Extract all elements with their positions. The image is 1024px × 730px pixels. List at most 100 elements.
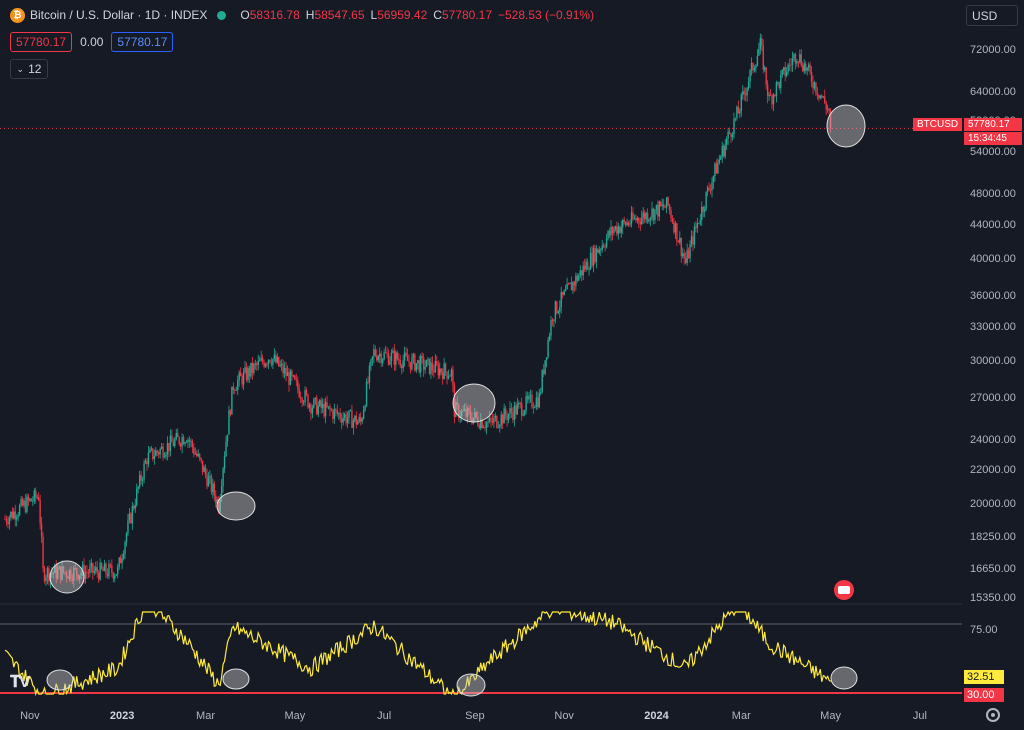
candle-body <box>155 450 157 457</box>
indicators-toggle[interactable]: ⌄ 12 <box>10 59 48 79</box>
candle-body <box>744 93 747 96</box>
candle-body <box>562 292 564 296</box>
sell-price-button[interactable]: 57780.17 <box>10 32 73 52</box>
candle-body <box>32 500 34 502</box>
candle-body <box>458 404 460 419</box>
candle-body <box>431 362 434 371</box>
candle-body <box>671 218 674 223</box>
candle-body <box>250 362 252 377</box>
candle-body <box>531 394 533 408</box>
indicator-count: 12 <box>28 62 42 76</box>
candle-body <box>812 82 814 89</box>
candle-body <box>452 369 454 386</box>
candle-body <box>649 217 652 220</box>
candle-body <box>174 439 176 447</box>
candle-body <box>338 413 340 415</box>
candle-body <box>714 163 716 176</box>
candle-body <box>679 237 681 243</box>
candle-body <box>788 64 791 66</box>
candle-body <box>733 118 735 135</box>
candle-body <box>623 220 625 222</box>
candle-body <box>720 156 722 160</box>
candle-body <box>320 400 322 408</box>
candle-body <box>297 380 299 389</box>
candle-body <box>627 222 630 225</box>
price-axis-tick: 36000.00 <box>970 290 1016 303</box>
candle-body <box>108 564 110 577</box>
candle-body <box>383 352 385 360</box>
candle-body <box>81 564 84 573</box>
candle-body <box>134 505 136 509</box>
candle-body <box>269 359 271 362</box>
candle-body <box>484 426 486 428</box>
candle-body <box>796 61 798 64</box>
time-axis-tick: Mar <box>731 710 751 722</box>
candle-body <box>771 95 773 105</box>
candle-body <box>400 365 403 369</box>
candle-body <box>386 352 388 354</box>
candle-body <box>238 372 240 381</box>
time-axis-tick: May <box>820 710 841 722</box>
candle-body <box>292 375 295 377</box>
candle-body <box>513 405 516 421</box>
candle-body <box>790 64 792 66</box>
candle-body <box>542 370 545 374</box>
candle-body <box>241 376 243 385</box>
gear-icon[interactable] <box>986 708 1000 722</box>
candle-body <box>245 367 248 381</box>
candle-body <box>608 230 611 236</box>
candle-body <box>242 372 245 385</box>
candle-body <box>731 134 734 137</box>
candle-body <box>282 364 284 374</box>
candle-body <box>298 388 300 398</box>
candle-body <box>257 360 259 366</box>
candle-body <box>482 426 485 428</box>
price-axis-tick: 16650.00 <box>970 563 1016 576</box>
time-axis-tick: 2024 <box>644 710 669 722</box>
candle-body <box>648 219 650 222</box>
candle-body <box>783 67 785 71</box>
candle-body <box>70 569 72 579</box>
candle-body <box>554 301 557 320</box>
candle-body <box>434 360 437 373</box>
candle-body <box>305 390 308 395</box>
candle-body <box>137 486 139 489</box>
candle-body <box>140 474 142 481</box>
candle-body <box>469 411 472 419</box>
candle-body <box>13 511 15 519</box>
symbol-legend[interactable]: ₿ Bitcoin / U.S. Dollar · 1D · INDEX O58… <box>10 6 594 24</box>
candle-body <box>231 386 233 415</box>
candle-body <box>715 163 718 174</box>
candle-body <box>39 500 41 524</box>
candle-body <box>357 421 359 425</box>
buy-price-button[interactable]: 57780.17 <box>111 32 174 52</box>
chevron-down-icon: ⌄ <box>16 63 25 74</box>
candle-body <box>89 566 91 574</box>
currency-button[interactable]: USD <box>966 5 1018 26</box>
candle-body <box>209 475 211 478</box>
candle-body <box>594 247 596 263</box>
candle-body <box>446 371 448 379</box>
candle-body <box>273 354 276 359</box>
candle-body <box>455 402 457 418</box>
candle-body <box>556 301 558 313</box>
trade-panel: 57780.17 0.00 57780.17 <box>10 32 174 52</box>
candle-body <box>97 572 100 580</box>
candle-body <box>775 82 778 97</box>
candle-body <box>632 212 634 219</box>
candle-body <box>417 360 419 364</box>
candle-body <box>92 563 94 573</box>
candle-body <box>40 523 43 537</box>
candle-body <box>311 407 314 414</box>
candle-body <box>461 410 463 417</box>
candle-body <box>16 517 18 520</box>
us-flag-event-icon[interactable] <box>834 580 854 600</box>
candle-body <box>117 567 119 575</box>
rsi-line <box>4 610 831 697</box>
candle-body <box>676 223 678 241</box>
candle-body <box>395 352 397 365</box>
candle-body <box>496 415 498 428</box>
candle-body <box>772 94 775 105</box>
candle-body <box>487 421 489 423</box>
